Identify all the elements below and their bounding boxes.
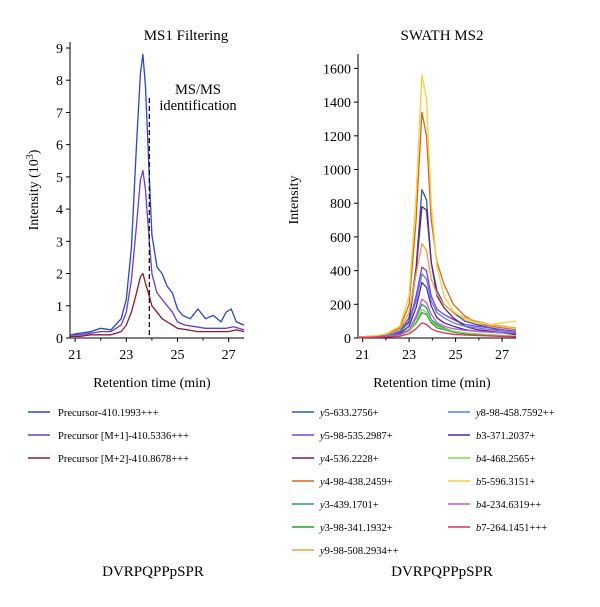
swath-series-line-2 (357, 205, 517, 338)
swath-series-line-12 (357, 322, 517, 339)
swath-series-line-7 (357, 273, 517, 338)
swath-series-line-10 (357, 74, 517, 338)
swath-y-tick-label: 1400 (323, 96, 351, 111)
swath-legend-label: b7-264.1451+++ (476, 523, 547, 534)
ms1-y-tick-label: 9 (56, 42, 63, 57)
ms1-y-tick-label: 2 (56, 268, 63, 283)
swath-y-tick-label: 800 (330, 197, 351, 212)
ms1-x-tick-label: 21 (68, 348, 82, 363)
swath-axes: 0 200 400 600 800 1000 1200 1400 1600 21 23 25 27 (323, 54, 516, 363)
swath-x-tick-label: 27 (495, 348, 509, 363)
ms1-y-tick-label: 7 (56, 106, 63, 121)
ms1-series-line-0 (69, 53, 245, 336)
swath-legend-label: y3-439.1701+ (319, 500, 379, 511)
ms1-legend: Precursor-410.1993+++ Precursor [M+1]-410… (28, 408, 189, 465)
ms1-series-line-1 (70, 169, 245, 336)
ms1-y-tick-label: 1 (56, 300, 63, 315)
ms1-y-tick-label: 4 (56, 203, 63, 218)
ms1-y-tick-label: 8 (56, 74, 63, 89)
ms1-y-tick-label: 6 (56, 139, 63, 154)
msms-annotation-line1: MS/MS (175, 82, 221, 98)
swath-legend-label: b4-468.2565+ (476, 454, 535, 465)
swath-x-tick-label: 23 (402, 348, 416, 363)
ms1-legend-label: Precursor [M+2]-410.8678+++ (58, 454, 189, 465)
swath-legend: y5-633.2756+ y5-98-535.2987+ y4-536.2228+ y… (292, 408, 555, 557)
swath-y-axis-label: Intensity (287, 176, 302, 225)
swath-series-line-11 (357, 298, 516, 339)
ms1-x-tick-label: 25 (170, 348, 184, 363)
swath-legend-label: y4-536.2228+ (319, 454, 379, 465)
ms1-y-tick-label: 5 (56, 171, 63, 186)
swath-legend-label: b4-234.6319++ (476, 500, 541, 511)
swath-chart-title: SWATH MS2 (401, 28, 484, 44)
swath-y-tick-label: 1200 (323, 130, 351, 145)
ms1-x-axis-label: Retention time (min) (93, 376, 211, 391)
swath-y-tick-label: 600 (330, 231, 351, 246)
ms1-x-tick-label: 27 (222, 348, 236, 363)
swath-x-axis-label: Retention time (min) (373, 376, 491, 391)
swath-y-tick-label: 0 (344, 332, 351, 347)
swath-legend-label: y5-98-535.2987+ (319, 431, 393, 442)
ms1-y-tick-label: 0 (56, 332, 63, 347)
ms1-peptide-label: DVRPQPPpSPR (102, 564, 204, 580)
ms1-chart-title: MS1 Filtering (144, 28, 229, 44)
ms1-legend-label: Precursor [M+1]-410.5336+++ (58, 431, 189, 442)
swath-x-tick-label: 21 (356, 348, 370, 363)
swath-peptide-label: DVRPQPPpSPR (391, 564, 493, 580)
swath-y-tick-label: 200 (330, 298, 351, 313)
swath-legend-label: b3-371.2037+ (476, 431, 535, 442)
ms1-series-line-2 (70, 272, 245, 338)
swath-series-line-6 (357, 242, 517, 338)
ms1-x-tick-label: 23 (119, 348, 133, 363)
swath-legend-label: y8-98-458.7592++ (475, 408, 555, 419)
swath-series-lines (357, 74, 517, 339)
swath-y-tick-label: 1000 (323, 164, 351, 179)
swath-x-tick-label: 25 (449, 348, 463, 363)
swath-legend-label: y5-633.2756+ (319, 408, 379, 419)
swath-legend-label: y4-98-438.2459+ (319, 477, 393, 488)
ms1-y-axis-label: Intensity (103) (25, 149, 42, 230)
ms1-series-lines (69, 53, 245, 338)
ms1-y-tick-label: 3 (56, 235, 63, 250)
ms1-legend-label: Precursor-410.1993+++ (58, 408, 159, 419)
swath-ms2-panel: SWATH MS2 0 200 400 600 800 1000 1200 1400 1600 2… (287, 28, 555, 580)
swath-legend-label: y3-98-341.1932+ (319, 523, 393, 534)
swath-y-tick-label: 400 (330, 265, 351, 280)
swath-legend-label: b5-596.3151+ (476, 477, 535, 488)
swath-y-tick-label: 1600 (323, 62, 351, 77)
swath-legend-label: y9-98-508.2934++ (319, 546, 399, 557)
swath-series-line-3 (357, 111, 517, 338)
msms-annotation-line2: identification (159, 98, 237, 114)
